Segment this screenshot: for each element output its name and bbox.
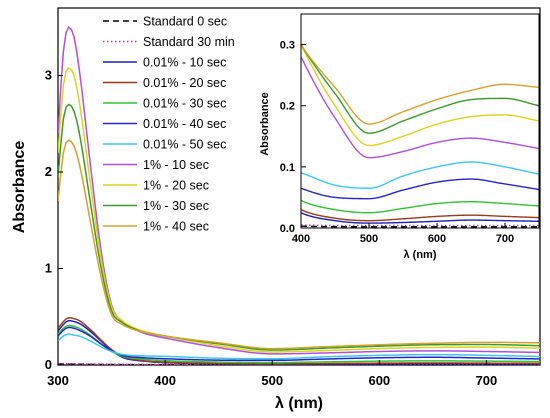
x-tick-label: 400 [154,373,176,388]
x-tick-label: 500 [360,233,378,245]
y-tick-label: 2 [45,164,52,179]
inset-background [301,14,539,228]
inset-series-line-8 [301,44,539,147]
y-tick-label: 0.2 [280,101,295,113]
inset-series-line-7 [301,56,539,159]
inset-series-line-4 [301,199,539,214]
legend-label-8: 1% - 20 sec [143,179,209,193]
y-tick-label: 1 [45,261,52,276]
y-tick-label: 0.0 [280,223,295,235]
legend-label-3: 0.01% - 20 sec [143,76,226,90]
inset-y-axis-title: Absorbance [259,92,271,156]
main-series-group [58,26,540,365]
series-line-8 [58,66,540,353]
inset-series-line-9 [301,44,539,134]
inset-series-line-10 [301,44,539,125]
inset-series-group [301,44,539,228]
x-tick-label: 600 [368,373,390,388]
series-line-3 [58,316,540,365]
legend-label-4: 0.01% - 30 sec [143,97,226,111]
series-line-4 [58,324,540,364]
inset-series-line-5 [301,178,539,200]
series-line-6 [58,333,540,360]
inset-axes: 400 500 600 700 0.0 0.1 0.2 0.3 [280,40,514,245]
legend: Standard 0 sec Standard 30 min 0.01% - 10 … [103,15,235,234]
legend-label-2: 0.01% - 10 sec [143,56,226,70]
inset-series-line-3 [301,209,539,222]
legend-label-10: 1% - 40 sec [143,220,209,234]
series-line-5 [58,326,540,362]
x-tick-label: 300 [47,373,69,388]
legend-label-5: 0.01% - 40 sec [143,117,226,131]
y-tick-label: 3 [45,68,52,83]
legend-label-1: Standard 30 min [143,35,235,49]
legend-label-7: 1% - 10 sec [143,158,209,172]
x-tick-label: 600 [428,233,446,245]
x-tick-label: 700 [476,373,498,388]
series-line-10 [58,139,540,350]
y-tick-label: 0.1 [280,162,295,174]
x-tick-label: 400 [292,233,310,245]
x-tick-label: 500 [261,373,283,388]
inset-series-line-6 [301,161,539,189]
legend-label-9: 1% - 30 sec [143,199,209,213]
y-axis-title: Absorbance [11,141,28,234]
y-tick-label: 0 [45,357,52,372]
legend-label-6: 0.01% - 50 sec [143,138,226,152]
legend-label-0: Standard 0 sec [143,15,227,29]
inset-plot-frame [300,13,540,229]
inset-series-line-2 [301,212,539,224]
inset-x-axis-title: λ (nm) [404,249,437,261]
x-tick-label: 700 [496,233,514,245]
x-axis-title: λ (nm) [275,395,323,412]
y-tick-label: 0.3 [280,40,295,52]
main-axes: 300 400 500 600 700 0 1 2 3 [45,68,498,388]
